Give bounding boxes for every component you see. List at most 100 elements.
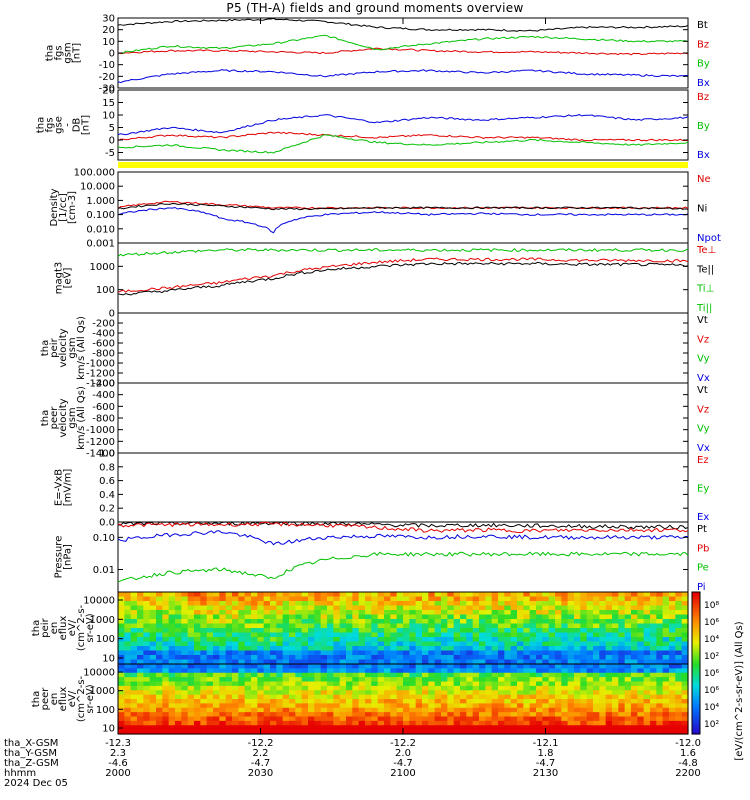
spectrogram-cell [175,699,182,704]
spectrogram-cell [586,614,594,620]
spectrogram-cell [441,637,448,643]
x-tick-label: 2030 [248,768,273,779]
spectrogram-cell [637,725,645,731]
spectrogram-cell [358,632,366,638]
spectrogram-cell [263,668,271,674]
spectrogram-cell [358,668,366,674]
spectrogram-cell [194,690,201,696]
spectrogram-cell [637,720,645,726]
spectrogram-cell [358,720,366,726]
spectrogram-cell [232,725,239,731]
spectrogram-cell [301,707,309,713]
spectrogram-cell [289,650,296,656]
spectrogram-cell [295,685,303,691]
spectrogram-cell [130,685,138,691]
spectrogram-cell [396,601,404,607]
spectrogram-cell [548,672,556,678]
spectrogram-cell [181,619,189,625]
spectrogram-cell [396,668,404,674]
spectrogram-cell [403,707,410,713]
spectrogram-cell [624,677,632,683]
spectrogram-cell [485,610,493,616]
spectrogram-cell [371,725,379,731]
y-axis-label-line: eV/ [67,619,78,636]
spectrogram-cell [384,703,391,709]
spectrogram-cell [428,623,436,629]
spectrogram-cell [396,592,404,598]
spectrogram-cell [187,601,195,607]
spectrogram-cell [200,668,208,674]
spectrogram-cell [434,664,442,669]
spectrogram-cell [282,699,290,704]
spectrogram-cell [637,592,645,598]
spectrogram-cell [390,637,398,643]
spectrogram-cell [219,659,227,665]
legend-entry: Ni [697,204,707,215]
spectrogram-cell [168,677,176,683]
spectrogram-cell [593,720,600,726]
spectrogram-cell [301,610,309,616]
spectrogram-cell [574,681,581,687]
spectrogram-cell [118,623,125,629]
spectrogram-cell [409,685,417,691]
spectrogram-cell [624,646,632,652]
spectrogram-cell [181,725,189,731]
spectrogram-cell [314,632,322,638]
spectrogram-cell [510,628,518,634]
spectrogram-cell [669,610,676,616]
spectrogram-cell [314,712,322,718]
spectrogram-cell [542,646,550,652]
spectrogram-cell [460,659,467,665]
spectrogram-cell [238,605,246,611]
spectrogram-cell [390,650,398,656]
spectrogram-cell [422,672,429,678]
spectrogram-cell [295,707,303,713]
spectrogram-cell [428,655,436,661]
spectrogram-cell [187,596,195,602]
spectrogram-cell [263,655,271,661]
spectrogram-cell [466,672,474,678]
spectrogram-cell [162,681,170,687]
spectrogram-cell [662,685,670,691]
spectrogram-cell [257,685,265,691]
spectrogram-cell [244,641,252,647]
y-tick-label: 0 [109,49,115,60]
spectrogram-cell [137,668,144,674]
spectrogram-cell [631,664,638,669]
spectrogram-cell [650,655,657,661]
spectrogram-cell [662,619,670,625]
spectrogram-cell [409,725,417,731]
y-tick-label: 1.000 [86,196,115,207]
spectrogram-cell [206,672,214,678]
spectrogram-cell [327,729,334,735]
spectrogram-cell [333,601,341,607]
spectrogram-cell [377,637,385,643]
spectrogram-cell [289,614,296,620]
spectrogram-cell [618,664,626,669]
spectrogram-cell [650,712,657,718]
spectrogram-cell [542,628,550,634]
spectrogram-cell [675,677,683,683]
spectrogram-cell [637,659,645,665]
spectrogram-cell [200,664,208,669]
spectrogram-cell [225,632,233,638]
spectrogram-cell [225,681,233,687]
spectrogram-cell [320,655,328,661]
spectrogram-cell [244,601,252,607]
spectrogram-cell [580,672,588,678]
spectrogram-cell [346,712,353,718]
spectrogram-cell [498,596,505,602]
spectrogram-cell [669,619,676,625]
spectrogram-cell [403,637,410,643]
spectrogram-cell [593,659,600,665]
spectrogram-cell [194,725,201,731]
spectrogram-cell [567,605,575,611]
spectrogram-cell [143,614,151,620]
spectrogram-cell [453,672,461,678]
spectrogram-cell [662,725,670,731]
y-tick-label: 100.000 [74,168,115,179]
colorbar-segment [692,625,700,629]
spectrogram-cell [232,703,239,709]
spectrogram-cell [460,677,467,683]
spectrogram-cell [175,716,182,722]
